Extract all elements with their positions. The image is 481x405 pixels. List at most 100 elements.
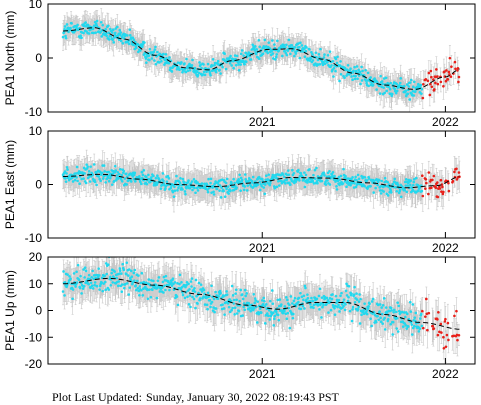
data-point — [121, 42, 124, 45]
data-point — [105, 34, 108, 37]
recent-data-point — [433, 88, 436, 91]
recent-data-point — [450, 65, 453, 68]
y-tick-label: -10 — [25, 105, 43, 119]
data-point — [229, 62, 232, 65]
data-point — [64, 25, 67, 28]
data-point — [395, 83, 398, 86]
data-point — [80, 36, 83, 39]
data-point — [101, 24, 104, 27]
x-tick-label: 2022 — [432, 115, 459, 129]
data-point — [143, 41, 146, 44]
data-point — [250, 58, 253, 61]
data-point — [198, 61, 201, 64]
data-point — [407, 85, 410, 88]
data-point — [225, 68, 228, 71]
data-point — [319, 48, 322, 51]
data-point — [236, 55, 239, 58]
data-point — [112, 41, 115, 44]
data-point — [84, 21, 87, 24]
error-bars — [62, 8, 460, 113]
data-point — [258, 57, 261, 60]
recent-data-point — [437, 83, 440, 86]
y-tick-label: 10 — [29, 0, 43, 11]
data-point — [343, 76, 346, 79]
data-point — [338, 80, 341, 83]
data-point — [235, 64, 238, 67]
data-point — [191, 64, 194, 67]
recent-data-point — [429, 94, 432, 97]
recent-data-point — [431, 86, 434, 89]
data-point — [350, 75, 353, 78]
data-point — [119, 31, 122, 34]
data-point — [240, 53, 243, 56]
data-point — [327, 54, 330, 57]
data-point — [120, 40, 123, 43]
data-point — [299, 41, 302, 44]
data-point — [151, 57, 154, 60]
data-point — [107, 24, 110, 27]
data-point — [271, 52, 274, 55]
data-point — [191, 59, 194, 62]
data-point — [352, 70, 355, 73]
data-point — [183, 62, 186, 65]
data-point — [420, 84, 423, 87]
data-point — [305, 46, 308, 49]
data-point — [283, 44, 286, 47]
data-point — [153, 51, 156, 54]
data-point — [267, 41, 270, 44]
data-point — [145, 61, 148, 64]
recent-data-point — [442, 85, 445, 88]
data-point — [285, 43, 288, 46]
data-point — [396, 90, 399, 93]
data-point — [230, 64, 233, 67]
data-point — [369, 76, 372, 79]
data-point — [112, 28, 115, 31]
data-point — [185, 58, 188, 61]
data-point — [289, 53, 292, 56]
data-point — [281, 55, 284, 58]
data-point — [305, 50, 308, 53]
data-point — [148, 55, 151, 58]
data-point — [178, 68, 181, 71]
data-point — [219, 72, 222, 75]
y-tick-label: 0 — [35, 51, 42, 65]
data-point — [278, 49, 281, 52]
data-point — [330, 64, 333, 67]
data-point — [421, 88, 424, 91]
data-point — [393, 88, 396, 91]
data-point — [412, 94, 415, 97]
data-point — [383, 91, 386, 94]
data-point — [367, 72, 370, 75]
data-point — [399, 77, 402, 80]
data-point — [347, 64, 350, 67]
data-point — [197, 74, 200, 77]
data-point — [336, 55, 339, 58]
data-point — [160, 60, 163, 63]
recent-data-point — [435, 68, 438, 71]
data-point — [128, 28, 131, 31]
data-point — [108, 38, 111, 41]
recent-data-point — [454, 61, 457, 64]
data-point — [299, 57, 302, 60]
data-point — [291, 44, 294, 47]
data-point — [379, 92, 382, 95]
recent-data-point — [450, 75, 453, 78]
recent-data-point — [447, 78, 450, 81]
data-point — [284, 46, 287, 49]
data-point — [266, 52, 269, 55]
data-point — [189, 69, 192, 72]
data-point — [257, 39, 260, 42]
y-axis-title: PEA1 North (mm) — [3, 11, 17, 106]
data-point — [218, 69, 221, 72]
data-point — [413, 80, 416, 83]
data-point — [410, 79, 413, 82]
data-point — [180, 61, 183, 64]
recent-data-point — [434, 82, 437, 85]
data-point — [379, 75, 382, 78]
data-point — [129, 34, 132, 37]
data-point — [356, 65, 359, 68]
data-point — [118, 29, 121, 32]
data-point — [145, 57, 148, 60]
recent-data-point — [445, 69, 448, 72]
